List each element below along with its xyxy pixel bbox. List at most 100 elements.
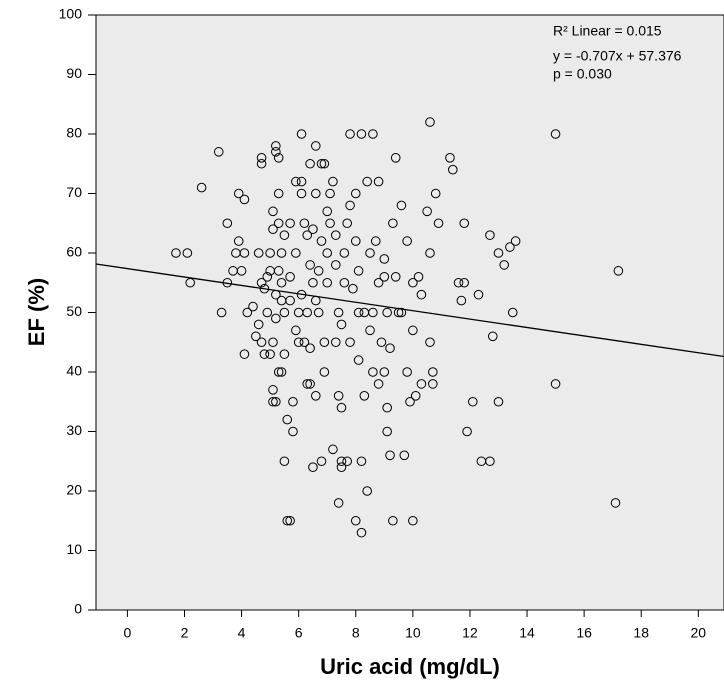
point bbox=[291, 325, 301, 336]
point bbox=[233, 236, 244, 246]
y-tick-label: 30 bbox=[66, 422, 82, 438]
point bbox=[305, 158, 315, 169]
point bbox=[379, 272, 390, 282]
point bbox=[408, 277, 418, 288]
point bbox=[379, 367, 390, 377]
point bbox=[276, 277, 287, 288]
point bbox=[299, 337, 310, 348]
point bbox=[330, 260, 341, 270]
point bbox=[505, 242, 515, 252]
x-tick-label: 4 bbox=[238, 625, 246, 641]
y-tick-label: 40 bbox=[66, 363, 82, 379]
x-tick-label: 2 bbox=[181, 625, 189, 641]
point bbox=[353, 266, 364, 276]
point bbox=[268, 385, 278, 395]
point bbox=[333, 498, 344, 508]
point bbox=[336, 402, 347, 413]
point bbox=[365, 248, 375, 258]
point bbox=[279, 349, 290, 359]
point bbox=[382, 307, 392, 318]
point bbox=[425, 337, 435, 348]
point bbox=[373, 379, 384, 389]
point bbox=[299, 218, 310, 229]
point bbox=[302, 379, 313, 389]
x-tick-label: 6 bbox=[295, 625, 303, 641]
point bbox=[311, 295, 321, 306]
point bbox=[396, 307, 407, 318]
point bbox=[182, 248, 193, 258]
y-axis-title: EF (%) bbox=[24, 278, 49, 346]
x-tick-label: 14 bbox=[519, 625, 535, 641]
point bbox=[356, 456, 367, 467]
point bbox=[350, 188, 361, 199]
point bbox=[413, 272, 424, 282]
annotation: y = -0.707x + 57.376 bbox=[553, 48, 682, 64]
point bbox=[285, 515, 295, 526]
fit-line bbox=[95, 263, 724, 358]
point bbox=[396, 200, 407, 211]
point bbox=[262, 272, 273, 282]
point bbox=[336, 462, 347, 473]
point bbox=[265, 248, 275, 258]
y-tick-label: 0 bbox=[74, 601, 82, 617]
point bbox=[550, 129, 561, 139]
point bbox=[171, 248, 181, 258]
point bbox=[296, 289, 307, 300]
point bbox=[368, 129, 378, 139]
point bbox=[253, 248, 264, 258]
point bbox=[610, 498, 621, 508]
point bbox=[388, 515, 398, 526]
point bbox=[285, 272, 295, 282]
point bbox=[430, 188, 441, 199]
point bbox=[405, 396, 415, 407]
y-tick-label: 70 bbox=[66, 184, 82, 200]
point bbox=[322, 248, 333, 258]
point bbox=[288, 396, 298, 407]
point bbox=[379, 254, 390, 264]
point bbox=[251, 331, 261, 342]
point bbox=[399, 450, 410, 461]
point bbox=[239, 349, 250, 359]
point bbox=[322, 277, 333, 288]
y-tick-label: 50 bbox=[66, 303, 82, 319]
point bbox=[296, 129, 307, 139]
point bbox=[388, 218, 398, 229]
point bbox=[410, 391, 421, 401]
annotation: p = 0.030 bbox=[553, 66, 612, 82]
point bbox=[313, 266, 324, 276]
y-tick-label: 100 bbox=[59, 6, 83, 22]
point bbox=[485, 230, 495, 240]
point bbox=[216, 307, 227, 318]
point bbox=[345, 129, 355, 139]
point bbox=[256, 277, 267, 288]
point bbox=[239, 248, 250, 258]
point bbox=[425, 248, 435, 258]
point bbox=[459, 277, 470, 288]
point bbox=[273, 218, 284, 229]
point bbox=[550, 379, 561, 389]
point bbox=[279, 456, 290, 467]
point bbox=[253, 319, 264, 330]
point bbox=[196, 182, 207, 193]
point bbox=[362, 486, 372, 496]
point bbox=[268, 224, 278, 234]
x-tick-label: 16 bbox=[576, 625, 592, 641]
point bbox=[456, 295, 467, 306]
y-tick-label: 20 bbox=[66, 482, 82, 498]
point bbox=[305, 260, 315, 270]
point bbox=[373, 277, 384, 288]
point bbox=[473, 289, 484, 300]
point bbox=[350, 236, 361, 246]
point bbox=[336, 319, 347, 330]
point bbox=[453, 277, 464, 288]
point bbox=[308, 277, 318, 288]
point bbox=[316, 158, 327, 169]
point bbox=[268, 206, 278, 217]
point bbox=[428, 367, 438, 377]
point bbox=[353, 355, 364, 365]
x-tick-label: 12 bbox=[462, 625, 478, 641]
point bbox=[330, 230, 341, 240]
point bbox=[468, 396, 478, 407]
point bbox=[276, 367, 287, 377]
